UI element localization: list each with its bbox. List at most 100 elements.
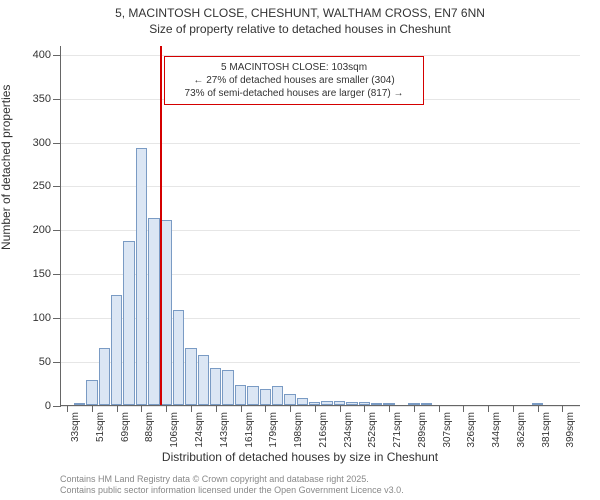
gridline [61,143,580,144]
chart-container: 5, MACINTOSH CLOSE, CHESHUNT, WALTHAM CR… [0,0,600,500]
histogram-bar [235,385,246,405]
x-axis-label: Distribution of detached houses by size … [0,450,600,464]
histogram-bar [260,389,271,405]
histogram-bar [346,402,357,405]
histogram-bar [371,403,382,405]
y-tick [53,55,61,56]
histogram-bar [123,241,134,405]
x-tick [389,405,390,412]
histogram-bar [284,394,295,405]
y-tick-label: 200 [33,224,51,236]
x-tick [340,405,341,412]
histogram-bar [272,386,283,405]
plot-area: 05010015020025030035040033sqm51sqm69sqm8… [60,46,580,406]
histogram-bar [86,380,97,405]
x-tick [315,405,316,412]
x-tick-label: 326sqm [466,412,477,448]
y-tick-label: 250 [33,180,51,192]
x-tick-label: 216sqm [318,412,329,448]
histogram-bar [198,355,209,405]
y-tick-label: 300 [33,137,51,149]
y-tick-label: 0 [45,400,51,412]
x-tick [92,405,93,412]
histogram-bar [111,295,122,405]
y-tick [53,230,61,231]
x-tick [562,405,563,412]
x-tick-label: 33sqm [70,412,81,442]
x-tick-label: 161sqm [244,412,255,448]
x-tick-label: 69sqm [120,412,131,442]
histogram-bar [247,386,258,405]
x-tick [216,405,217,412]
histogram-bar [136,148,147,405]
x-tick [117,405,118,412]
histogram-bar [148,218,159,405]
chart-title-line2: Size of property relative to detached ho… [0,22,600,36]
histogram-bar [321,401,332,405]
x-tick [414,405,415,412]
y-tick-label: 100 [33,312,51,324]
y-tick [53,362,61,363]
histogram-bar [222,370,233,405]
x-tick-label: 271sqm [392,412,403,448]
chart-title-line1: 5, MACINTOSH CLOSE, CHESHUNT, WALTHAM CR… [0,6,600,20]
x-tick-label: 307sqm [442,412,453,448]
x-tick [191,405,192,412]
histogram-bar [185,348,196,405]
x-tick-label: 252sqm [367,412,378,448]
y-tick [53,318,61,319]
histogram-bar [297,398,308,405]
annotation-line1: ← 27% of detached houses are smaller (30… [171,74,417,87]
x-tick-label: 143sqm [219,412,230,448]
x-tick [463,405,464,412]
x-tick [513,405,514,412]
y-tick [53,406,61,407]
y-tick-label: 50 [39,356,51,368]
annotation-box: 5 MACINTOSH CLOSE: 103sqm← 27% of detach… [164,56,424,105]
x-tick [364,405,365,412]
x-tick-label: 124sqm [194,412,205,448]
x-tick-label: 381sqm [541,412,552,448]
x-tick-label: 88sqm [144,412,155,442]
x-tick-label: 344sqm [491,412,502,448]
histogram-bar [210,368,221,405]
x-tick-label: 234sqm [343,412,354,448]
x-tick [538,405,539,412]
x-tick-label: 106sqm [169,412,180,448]
x-tick-label: 289sqm [417,412,428,448]
chart-title-block: 5, MACINTOSH CLOSE, CHESHUNT, WALTHAM CR… [0,6,600,36]
x-tick [166,405,167,412]
x-tick [439,405,440,412]
x-tick [241,405,242,412]
x-tick-label: 179sqm [268,412,279,448]
y-axis-label: Number of detached properties [0,85,13,250]
histogram-bar [161,220,172,405]
histogram-bar [421,403,432,405]
chart-footer: Contains HM Land Registry data © Crown c… [60,474,404,497]
x-tick-label: 362sqm [516,412,527,448]
y-tick [53,143,61,144]
x-tick [265,405,266,412]
marker-line [160,46,162,405]
x-tick-label: 198sqm [293,412,304,448]
x-tick-label: 51sqm [95,412,106,442]
annotation-line2: 73% of semi-detached houses are larger (… [171,87,417,100]
histogram-bar [99,348,110,405]
y-tick [53,274,61,275]
histogram-bar [74,403,85,405]
y-tick [53,186,61,187]
x-tick [141,405,142,412]
footer-line1: Contains HM Land Registry data © Crown c… [60,474,404,485]
histogram-bar [173,310,184,405]
x-tick-label: 399sqm [565,412,576,448]
gridline [61,406,580,407]
y-tick-label: 350 [33,93,51,105]
y-tick-label: 400 [33,49,51,61]
annotation-title: 5 MACINTOSH CLOSE: 103sqm [171,61,417,74]
x-tick [488,405,489,412]
y-tick [53,99,61,100]
x-tick [290,405,291,412]
y-tick-label: 150 [33,268,51,280]
footer-line2: Contains public sector information licen… [60,485,404,496]
x-tick [67,405,68,412]
